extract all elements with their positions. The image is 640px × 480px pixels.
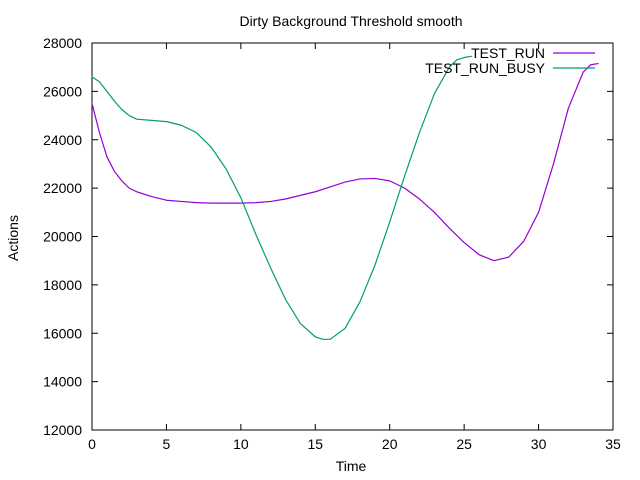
y-tick-label: 16000 — [43, 325, 82, 341]
chart-series — [91, 55, 599, 340]
legend-label: TEST_RUN — [471, 45, 545, 61]
chart-title: Dirty Background Threshold smooth — [239, 13, 462, 29]
series-line-test-run — [91, 62, 599, 262]
x-axis-title: Time — [336, 458, 367, 474]
axis-tick-labels: 0 5 10 15 20 25 30 35 12000 14000 16000 18000 20000 2… — [43, 35, 621, 452]
x-tick-label: 10 — [233, 436, 249, 452]
x-tick-label: 15 — [307, 436, 323, 452]
y-tick-label: 24000 — [43, 132, 82, 148]
x-tick-label: 35 — [605, 436, 621, 452]
y-tick-label: 28000 — [43, 35, 82, 51]
y-tick-label: 14000 — [43, 374, 82, 390]
x-tick-label: 20 — [382, 436, 398, 452]
legend-label: TEST_RUN_BUSY — [425, 60, 545, 76]
x-tick-label: 0 — [88, 436, 96, 452]
x-tick-label: 5 — [163, 436, 171, 452]
series-line-test-run-busy — [91, 55, 473, 340]
y-tick-label: 12000 — [43, 422, 82, 438]
y-axis-title: Actions — [5, 215, 21, 261]
y-tick-label: 22000 — [43, 180, 82, 196]
y-tick-label: 18000 — [43, 277, 82, 293]
y-tick-label: 20000 — [43, 229, 82, 245]
y-tick-label: 26000 — [43, 83, 82, 99]
x-tick-label: 25 — [456, 436, 472, 452]
axis-ticks — [91, 42, 614, 431]
x-tick-label: 30 — [531, 436, 547, 452]
